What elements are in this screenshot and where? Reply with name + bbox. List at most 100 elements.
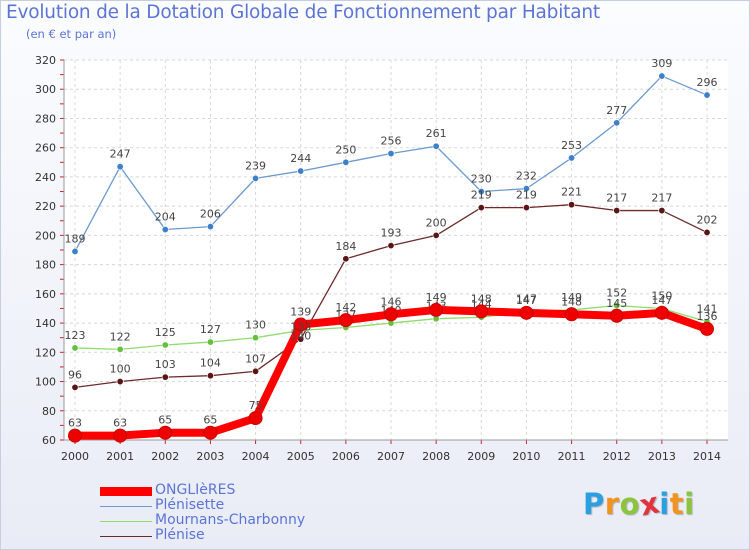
data-point-pl-nise xyxy=(522,204,530,212)
data-label-pl-nise: 104 xyxy=(200,357,221,370)
y-tick-label: 140 xyxy=(35,317,56,330)
data-label-ongli-res: 142 xyxy=(335,301,356,314)
data-point-mournans-charbonny xyxy=(161,341,169,349)
data-point-ongli-res xyxy=(338,313,353,328)
data-point-pl-nise xyxy=(613,207,621,215)
data-label-mournans-charbonny: 147 xyxy=(516,292,537,305)
legend-label-plenisette: Plénisette xyxy=(155,497,225,513)
y-tick-label: 280 xyxy=(35,112,56,125)
data-point-ongli-res xyxy=(609,308,624,323)
data-point-pl-nise xyxy=(658,207,666,215)
x-tick-label: 2006 xyxy=(332,450,360,463)
data-label-pl-nise: 221 xyxy=(561,186,582,199)
x-tick-label: 2003 xyxy=(196,450,224,463)
data-point-pl-nisette xyxy=(387,150,395,158)
chart-title: Evolution de la Dotation Globale de Fonc… xyxy=(6,2,600,23)
data-point-pl-nisette xyxy=(297,167,305,175)
data-point-pl-nise xyxy=(387,242,395,250)
data-label-extra: 133 xyxy=(290,320,311,333)
data-label-pl-nise: 96 xyxy=(68,368,82,381)
data-point-ongli-res xyxy=(654,305,669,320)
y-tick-label: 80 xyxy=(42,405,56,418)
data-label-ongli-res: 65 xyxy=(203,414,217,427)
data-point-pl-nise xyxy=(568,201,576,209)
data-point-ongli-res xyxy=(384,307,398,322)
logo-letter: t xyxy=(669,487,685,521)
logo-letter: i xyxy=(659,487,670,521)
y-tick-label: 240 xyxy=(35,171,56,184)
data-label-pl-nisette: 204 xyxy=(155,211,176,224)
y-tick-label: 60 xyxy=(42,434,56,447)
data-point-ongli-res xyxy=(474,304,489,319)
data-label-mournans-charbonny: 149 xyxy=(561,291,582,304)
y-tick-label: 160 xyxy=(35,288,56,301)
data-point-ongli-res xyxy=(293,317,308,332)
data-label-ongli-res: 148 xyxy=(471,292,492,305)
data-point-pl-nisette xyxy=(116,163,124,171)
data-label-mournans-charbonny: 141 xyxy=(697,303,718,316)
y-tick-label: 300 xyxy=(35,83,56,96)
data-label-pl-nise: 217 xyxy=(651,192,672,205)
x-tick-label: 2013 xyxy=(648,450,676,463)
x-tick-label: 2010 xyxy=(512,450,540,463)
data-label-ongli-res: 146 xyxy=(381,295,402,308)
legend-label-mournans-charbonny: Mournans-Charbonny xyxy=(155,512,306,528)
data-label-ongli-res: 65 xyxy=(158,414,172,427)
x-tick-label: 2011 xyxy=(558,450,586,463)
data-point-ongli-res xyxy=(429,302,444,317)
x-tick-label: 2000 xyxy=(61,450,89,463)
data-point-mournans-charbonny xyxy=(252,334,260,342)
y-tick-label: 100 xyxy=(35,376,56,389)
data-label-pl-nise: 217 xyxy=(606,192,627,205)
data-point-pl-nise xyxy=(703,228,711,236)
data-point-mournans-charbonny xyxy=(613,302,621,310)
x-tick-label: 2002 xyxy=(151,450,179,463)
logo-letter: P xyxy=(583,487,605,521)
data-point-pl-nise xyxy=(161,373,169,381)
data-point-pl-nisette xyxy=(432,142,440,150)
data-point-pl-nisette xyxy=(522,185,530,193)
data-label-pl-nise: 219 xyxy=(516,189,537,202)
proxiti-logo: Proxiti xyxy=(583,485,695,522)
data-point-pl-nise xyxy=(342,255,350,263)
data-label-pl-nise: 202 xyxy=(697,213,718,226)
data-label-ongli-res: 139 xyxy=(290,306,311,319)
data-label-pl-nisette: 247 xyxy=(110,148,131,161)
x-tick-label: 2008 xyxy=(422,450,450,463)
data-label-mournans-charbonny: 125 xyxy=(155,326,176,339)
chart-subtitle: (en € et par an) xyxy=(26,27,117,41)
data-label-mournans-charbonny: 122 xyxy=(110,330,131,343)
logo-letter: i xyxy=(684,487,695,521)
plot-area xyxy=(64,60,728,440)
data-point-pl-nisette xyxy=(568,154,576,162)
data-point-pl-nisette xyxy=(252,174,260,182)
data-point-pl-nise xyxy=(206,372,214,380)
data-label-pl-nisette: 250 xyxy=(335,143,356,156)
data-point-pl-nise xyxy=(477,204,485,212)
x-tick-label: 2014 xyxy=(693,450,721,463)
data-label-pl-nisette: 256 xyxy=(381,135,402,148)
x-tick-label: 2007 xyxy=(377,450,405,463)
data-label-mournans-charbonny: 150 xyxy=(651,289,672,302)
data-point-pl-nise xyxy=(71,383,79,391)
y-tick-label: 200 xyxy=(35,229,56,242)
logo-letter: r xyxy=(604,487,620,521)
data-point-mournans-charbonny xyxy=(116,345,124,353)
data-label-ongli-res: 149 xyxy=(426,291,447,304)
x-tick-label: 2012 xyxy=(603,450,631,463)
data-label-mournans-charbonny: 123 xyxy=(65,329,86,342)
data-point-pl-nise xyxy=(116,378,124,386)
data-label-ongli-res: 145 xyxy=(606,297,627,310)
data-label-pl-nisette: 253 xyxy=(561,139,582,152)
data-point-ongli-res xyxy=(68,428,82,443)
data-point-pl-nisette xyxy=(161,226,169,234)
y-tick-label: 180 xyxy=(35,259,56,272)
legend-swatch-plenisette xyxy=(100,506,152,507)
y-tick-label: 260 xyxy=(35,142,56,155)
data-point-pl-nisette xyxy=(477,188,485,196)
legend-swatch-plenise xyxy=(100,536,152,537)
data-label-ongli-res: 75 xyxy=(249,399,263,412)
data-point-mournans-charbonny xyxy=(206,338,214,346)
data-label-pl-nise: 100 xyxy=(110,363,131,376)
